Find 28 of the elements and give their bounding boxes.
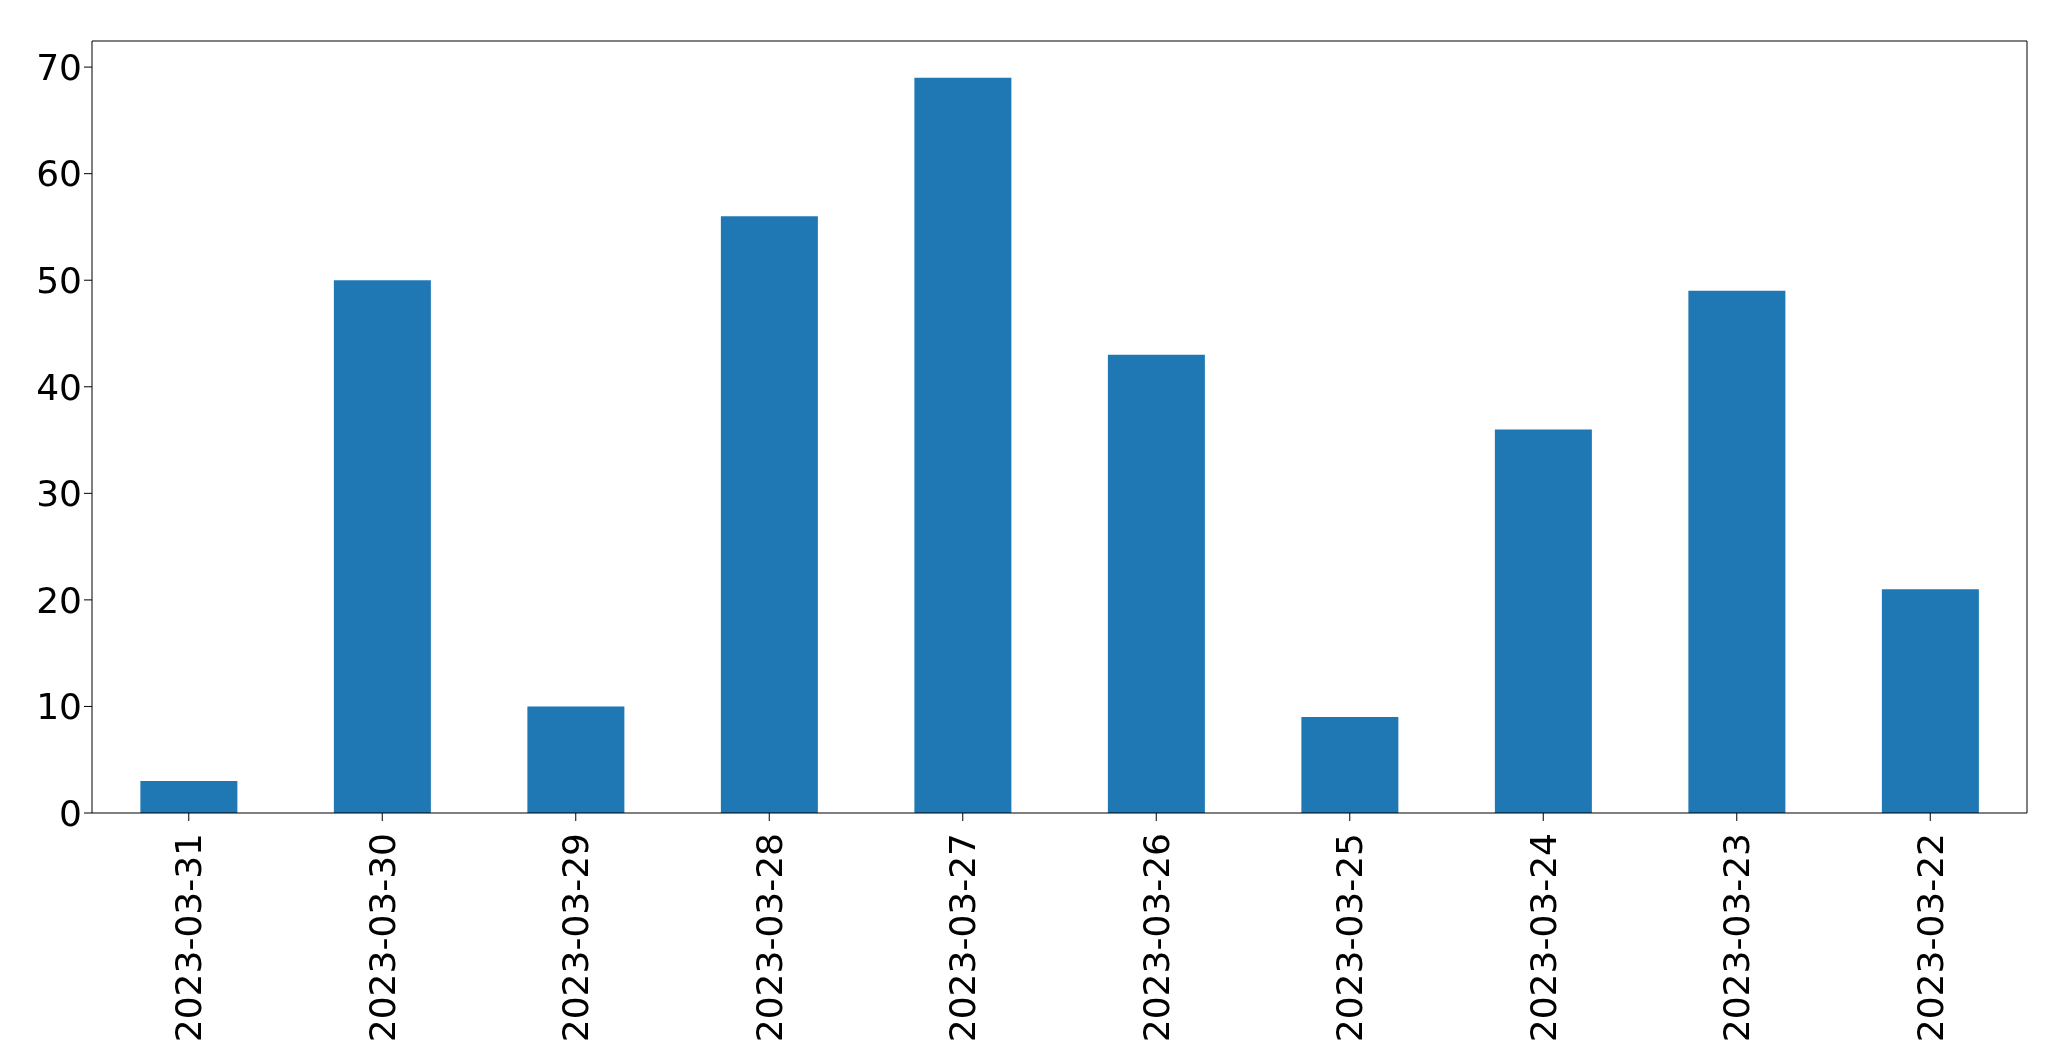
bar (527, 706, 625, 813)
bar (1688, 290, 1786, 813)
x-tick-label: 2023-03-31 (168, 833, 210, 1043)
y-tick-label: 40 (36, 366, 82, 408)
y-tick-label: 70 (36, 46, 82, 88)
x-tick-label: 2023-03-24 (1522, 833, 1564, 1043)
x-tick-label: 2023-03-26 (1135, 833, 1177, 1043)
y-tick-label: 30 (36, 473, 82, 515)
bar (720, 216, 818, 813)
y-tick-label: 10 (36, 686, 82, 728)
x-tick-label: 2023-03-29 (555, 833, 597, 1043)
bar (1301, 717, 1399, 813)
bar (914, 77, 1012, 813)
x-tick-label: 2023-03-23 (1716, 833, 1758, 1043)
y-tick-label: 60 (36, 153, 82, 195)
x-tick-label: 2023-03-30 (361, 833, 403, 1043)
x-tick-label: 2023-03-22 (1909, 833, 1951, 1043)
x-tick-label: 2023-03-25 (1329, 833, 1371, 1043)
bar (1881, 589, 1979, 813)
x-tick-label: 2023-03-28 (748, 833, 790, 1043)
x-tick-label: 2023-03-27 (942, 833, 984, 1043)
y-tick-label: 20 (36, 579, 82, 621)
y-tick-label: 0 (59, 792, 82, 834)
y-tick-label: 50 (36, 260, 82, 301)
bar (1494, 429, 1592, 813)
bar (1107, 354, 1205, 813)
bar (140, 781, 238, 813)
bar (333, 280, 431, 813)
